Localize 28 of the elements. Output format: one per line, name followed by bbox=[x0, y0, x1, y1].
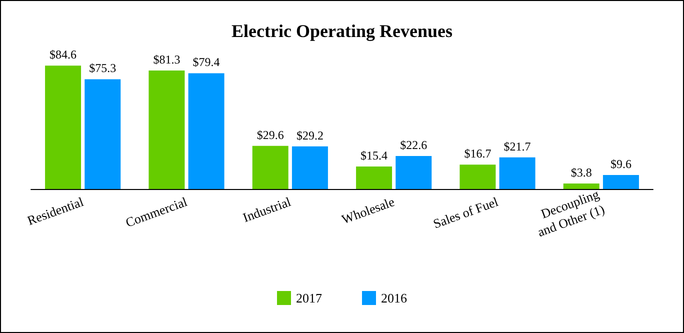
data-label: $81.3 bbox=[153, 52, 180, 66]
bar bbox=[396, 156, 432, 189]
data-label: $21.7 bbox=[504, 139, 531, 154]
bar bbox=[356, 166, 392, 189]
data-label: $79.4 bbox=[192, 55, 220, 70]
data-label: $22.6 bbox=[400, 138, 428, 152]
x-tick-label: Sales of Fuel bbox=[431, 194, 500, 232]
bar bbox=[148, 70, 185, 189]
data-label: $29.2 bbox=[296, 128, 324, 142]
data-label: $16.7 bbox=[464, 146, 492, 161]
data-label: $3.8 bbox=[570, 165, 592, 180]
bar bbox=[188, 73, 224, 189]
bar bbox=[84, 79, 121, 189]
chart-title: Electric Operating Revenues bbox=[232, 21, 452, 41]
data-label: $15.4 bbox=[360, 148, 388, 163]
data-label: $9.6 bbox=[610, 157, 632, 172]
bar bbox=[602, 175, 639, 189]
legend-label: 2016 bbox=[381, 290, 408, 306]
bar bbox=[563, 183, 600, 189]
bar bbox=[292, 146, 328, 189]
bar bbox=[45, 66, 82, 189]
data-label: $29.6 bbox=[256, 128, 284, 142]
bar bbox=[499, 157, 536, 189]
bar bbox=[252, 146, 288, 189]
data-label: $84.6 bbox=[50, 48, 77, 62]
data-label: $75.3 bbox=[89, 61, 116, 76]
legend-label: 2017 bbox=[296, 290, 322, 306]
bar bbox=[460, 164, 496, 189]
